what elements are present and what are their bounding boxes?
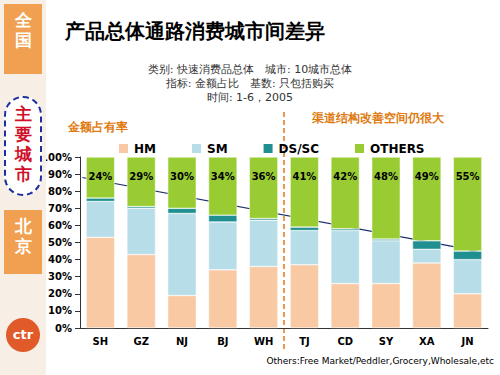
svg-text:50%: 50% xyxy=(48,237,72,248)
svg-text:Others:Free Market/Peddler,Gro: Others:Free Market/Peddler,Grocery,Whole… xyxy=(267,356,495,366)
svg-text:SY: SY xyxy=(379,336,394,347)
svg-text:XA: XA xyxy=(419,336,435,347)
svg-text:CD: CD xyxy=(337,336,353,347)
svg-text:41%: 41% xyxy=(292,171,316,182)
html-text:主: 主 xyxy=(14,104,32,124)
html-text:全: 全 xyxy=(14,10,32,30)
svg-text:70%: 70% xyxy=(48,203,72,214)
svg-text:渠道结构改善空间仍很大: 渠道结构改善空间仍很大 xyxy=(311,111,445,125)
svg-text:24%: 24% xyxy=(88,171,112,182)
svg-text:JN: JN xyxy=(461,336,474,347)
svg-text:时间: 1-6，2005: 时间: 1-6，2005 xyxy=(207,91,293,104)
svg-text:49%: 49% xyxy=(415,171,439,182)
html-text:国: 国 xyxy=(14,30,32,50)
svg-text:100%: 100% xyxy=(41,151,72,163)
svg-text:30%: 30% xyxy=(170,171,194,182)
svg-text:42%: 42% xyxy=(333,171,357,182)
svg-text:SH: SH xyxy=(93,336,109,347)
svg-text:90%: 90% xyxy=(48,169,72,180)
html-text:市: 市 xyxy=(14,164,32,184)
svg-text:GZ: GZ xyxy=(133,336,148,347)
svg-text:10%: 10% xyxy=(48,305,72,316)
svg-text:40%: 40% xyxy=(48,254,72,265)
svg-text:BJ: BJ xyxy=(217,336,228,347)
svg-text:DS/SC: DS/SC xyxy=(279,142,320,156)
html-text:北: 北 xyxy=(14,216,32,236)
html-text:城: 城 xyxy=(14,144,32,164)
svg-text:金额占有率: 金额占有率 xyxy=(67,120,128,134)
svg-text:29%: 29% xyxy=(129,171,153,182)
svg-text:TJ: TJ xyxy=(299,336,310,347)
svg-text:WH: WH xyxy=(254,336,273,347)
svg-text:55%: 55% xyxy=(456,171,480,182)
svg-text:34%: 34% xyxy=(211,171,235,182)
svg-text:HM: HM xyxy=(134,142,156,156)
svg-text:SM: SM xyxy=(207,142,228,156)
svg-text:0%: 0% xyxy=(55,323,72,334)
svg-text:NJ: NJ xyxy=(176,336,188,347)
svg-text:48%: 48% xyxy=(374,171,398,182)
svg-text:产品总体通路消费城市间差异: 产品总体通路消费城市间差异 xyxy=(64,19,325,43)
svg-text:80%: 80% xyxy=(48,186,72,197)
svg-text:OTHERS: OTHERS xyxy=(370,142,425,156)
svg-text:60%: 60% xyxy=(48,220,72,231)
html-text:ctr: ctr xyxy=(12,327,34,342)
svg-text:类别: 快速消费品总体 城市: 10城市总体: 类别: 快速消费品总体 城市: 10城市总体 xyxy=(148,63,352,76)
svg-text:36%: 36% xyxy=(252,171,276,182)
html-text:京: 京 xyxy=(14,236,32,256)
svg-text:20%: 20% xyxy=(48,288,72,299)
svg-text:30%: 30% xyxy=(48,271,72,282)
svg-text:指标: 金额占比 基数: 只包括购买: 指标: 金额占比 基数: 只包括购买 xyxy=(165,77,334,90)
html-text:要: 要 xyxy=(14,124,32,144)
